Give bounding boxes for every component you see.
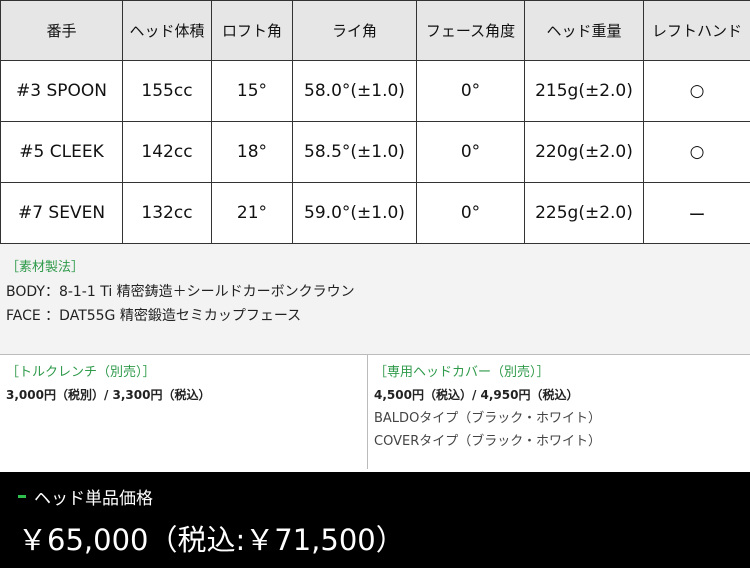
cell: 215g(±2.0) — [524, 60, 644, 122]
cell: 0° — [416, 182, 525, 244]
materials: ［素材製法］ BODY：8-1-1 Ti 精密鋳造＋シールドカーボンクラウン F… — [0, 244, 750, 355]
cell: 15° — [211, 60, 293, 122]
cover-price: 4,500円（税込）/ 4,950円（税込） — [374, 388, 579, 402]
cell: 225g(±2.0) — [524, 182, 644, 244]
cell: 132cc — [122, 182, 212, 244]
torque-price: 3,000円（税別）/ 3,300円（税込） — [6, 388, 211, 402]
cover-box: ［専用ヘッドカバー（別売）］ 4,500円（税込）/ 4,950円（税込） BA… — [368, 355, 750, 469]
cell: 21° — [211, 182, 293, 244]
header-cell: ヘッド体積 — [122, 0, 212, 61]
cell: 58.0°(±1.0) — [292, 60, 417, 122]
price-label: ヘッド単品価格 — [18, 484, 732, 509]
row: #5 CLEEK 142cc 18° 58.5°(±1.0) 0° 220g(±2.0) ○ — [0, 121, 750, 183]
cell: 0° — [416, 121, 525, 183]
cell: ○ — [643, 121, 750, 183]
cover-item: BALDOタイプ（ブラック・ホワイト） — [374, 411, 602, 426]
header-cell: 番手 — [0, 0, 123, 61]
cell: 142cc — [122, 121, 212, 183]
row: #3 SPOON 155cc 15° 58.0°(±1.0) 0° 215g(±2.0) ○ — [0, 60, 750, 122]
torque-title: ［トルクレンチ（別売）］ — [6, 365, 156, 380]
cell: ○ — [643, 60, 750, 122]
header-cell: ライ角 — [292, 0, 417, 61]
materials-title: ［素材製法］ — [6, 260, 85, 275]
cell: 18° — [211, 121, 293, 183]
cell: 155cc — [122, 60, 212, 122]
cell: 0° — [416, 60, 525, 122]
torque-box: ［トルクレンチ（別売）］ 3,000円（税別）/ 3,300円（税込） — [0, 355, 368, 469]
header-cell: ヘッド重量 — [524, 0, 644, 61]
cell: 220g(±2.0) — [524, 121, 644, 183]
material-line: BODY：8-1-1 Ti 精密鋳造＋シールドカーボンクラウン — [6, 284, 355, 300]
price: ￥65,000（税込:￥71,500） — [18, 523, 405, 557]
cell: 59.0°(±1.0) — [292, 182, 417, 244]
accessories: ［トルクレンチ（別売）］ 3,000円（税別）/ 3,300円（税込） ［専用ヘ… — [0, 355, 750, 469]
material-line: FACE ：DAT55G 精密鍛造セミカップフェース — [6, 308, 302, 324]
spec-table: 番手 ヘッド体積 ロフト角 ライ角 フェース角度 ヘッド重量 レフトハンド #3 SPOON 1… — [0, 0, 750, 244]
header-cell: レフトハンド — [643, 0, 750, 61]
price-footer: ヘッド単品価格 ￥65,000（税込:￥71,500） — [0, 472, 750, 568]
header-cell: ロフト角 — [211, 0, 293, 61]
header-cell: フェース角度 — [416, 0, 525, 61]
row: #7 SEVEN 132cc 21° 59.0°(±1.0) 0° 225g(±2.0) ー — [0, 182, 750, 244]
cell: #7 SEVEN — [0, 182, 123, 244]
cover-title: ［専用ヘッドカバー（別売）］ — [374, 365, 550, 380]
cell: #3 SPOON — [0, 60, 123, 122]
cover-item: COVERタイプ（ブラック・ホワイト） — [374, 434, 601, 449]
cell: ー — [643, 182, 750, 244]
cell: 58.5°(±1.0) — [292, 121, 417, 183]
cell: #5 CLEEK — [0, 121, 123, 183]
